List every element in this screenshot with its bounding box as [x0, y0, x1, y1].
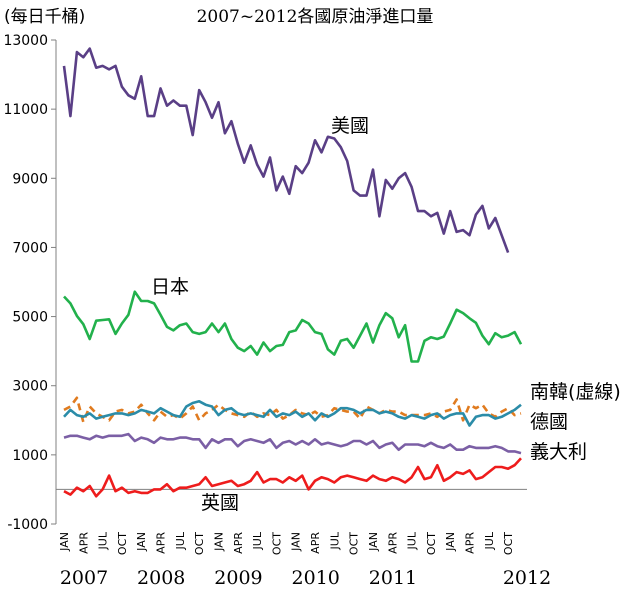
- x-tick-label: OCT: [116, 532, 129, 555]
- series-line: [63, 396, 522, 424]
- x-tick-label: JAN: [290, 532, 303, 552]
- series-label: 日本: [151, 276, 189, 298]
- series-line: [63, 432, 522, 455]
- x-tick-label: JAN: [58, 532, 71, 552]
- series-lines: [62, 47, 523, 498]
- series-line: [63, 290, 523, 363]
- year-labels: 2007 2008 2009 2010 2011 2012: [60, 567, 551, 589]
- x-tick-label: APR: [232, 532, 245, 554]
- x-tick-label: APR: [386, 532, 399, 554]
- series-line: [63, 457, 522, 498]
- series-label: 美國: [331, 115, 369, 137]
- x-tick-label: APR: [155, 532, 168, 554]
- y-tick-label: 7000: [12, 240, 48, 256]
- x-tick-label: JUL: [328, 531, 341, 550]
- y-tick-label: 13000: [3, 33, 48, 49]
- series-label: 英國: [201, 492, 239, 514]
- x-tick-label: APR: [77, 532, 90, 554]
- x-tick-label: JAN: [367, 532, 380, 552]
- year-label: 2009: [214, 567, 262, 589]
- y-axis-label: (每日千桶): [4, 7, 85, 27]
- y-tick-label: 1000: [12, 448, 48, 464]
- year-label: 2010: [292, 567, 340, 589]
- x-tick-label: APR: [309, 532, 322, 554]
- year-label: 2011: [369, 567, 417, 589]
- year-label: 2008: [137, 567, 185, 589]
- x-tick-label: JUL: [174, 531, 187, 550]
- x-tick-label: OCT: [502, 532, 515, 555]
- x-tick-label: APR: [464, 532, 477, 554]
- x-tick-label: JAN: [135, 532, 148, 552]
- series-label: 義大利: [530, 441, 587, 463]
- axes: [51, 39, 527, 525]
- series-line: [62, 47, 510, 254]
- y-tick-label: -1000: [7, 517, 48, 533]
- series-line: [63, 399, 522, 427]
- y-tick-labels: -1000 1000 3000 5000 7000 9000 11000 13000: [3, 33, 48, 533]
- x-tick-label: JUL: [483, 531, 496, 550]
- series-label: 德國: [530, 411, 568, 433]
- y-tick-label: 11000: [3, 102, 48, 118]
- chart-title: 2007~2012各國原油淨進口量: [197, 7, 434, 27]
- x-tick-label: OCT: [193, 532, 206, 555]
- x-tick-label: OCT: [270, 532, 283, 555]
- x-tick-labels: JAN APR JUL OCT JAN APR JUL OCT JAN APR JUL OCT JAN A…: [58, 531, 515, 555]
- year-label: 2007: [60, 567, 108, 589]
- x-tick-label: OCT: [348, 532, 361, 555]
- y-tick-label: 5000: [12, 310, 48, 326]
- y-tick-label: 9000: [12, 171, 48, 187]
- x-tick-label: OCT: [425, 532, 438, 555]
- x-tick-label: JUL: [97, 531, 110, 550]
- x-tick-label: JUL: [406, 531, 419, 550]
- x-tick-label: JAN: [212, 532, 225, 552]
- x-tick-label: JUL: [251, 531, 264, 550]
- series-label: 南韓(虛線): [530, 381, 621, 403]
- x-tick-label: JAN: [444, 532, 457, 552]
- year-label: 2012: [503, 567, 551, 589]
- y-tick-label: 3000: [12, 379, 48, 395]
